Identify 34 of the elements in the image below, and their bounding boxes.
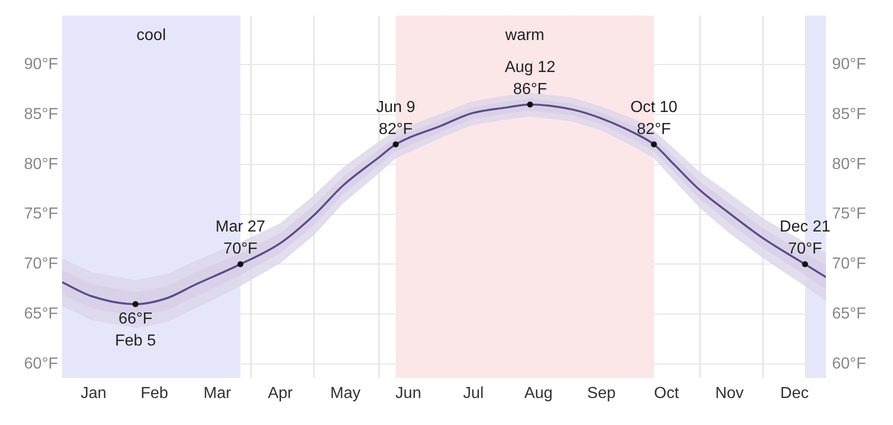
y-tick-label: 65°F [24, 306, 58, 323]
band-label: warm [504, 27, 544, 44]
x-tick-label: Mar [204, 385, 232, 402]
y-tick-label: 80°F [24, 156, 58, 173]
y2-tick-label: 85°F [832, 106, 866, 123]
x-tick-label: Apr [268, 385, 294, 402]
y-tick-label: 85°F [24, 106, 58, 123]
annotation: Mar 27 70°F [216, 218, 266, 258]
x-tick-label: Jun [395, 385, 422, 402]
x-tick-label: Dec [780, 385, 809, 402]
y2-tick-label: 90°F [832, 56, 866, 73]
x-tick-label: Feb [140, 385, 168, 402]
y-tick-label: 70°F [24, 256, 58, 273]
x-tick-label: Jan [80, 385, 106, 402]
y2-tick-label: 60°F [832, 355, 866, 372]
y2-tick-label: 65°F [832, 306, 866, 323]
x-tick-label: Jul [463, 385, 484, 402]
band-label: cool [136, 27, 166, 44]
annotation: Dec 21 70°F [780, 218, 830, 258]
x-tick-label: May [330, 385, 360, 402]
annotation: Jun 9 82°F [376, 98, 416, 138]
x-tick-label: Nov [715, 385, 744, 402]
y2-tick-label: 75°F [832, 206, 866, 223]
annotation: Oct 10 82°F [630, 98, 678, 138]
y2-tick-label: 70°F [832, 256, 866, 273]
x-tick-label: Aug [524, 385, 553, 402]
annotation: 66°F Feb 5 [115, 310, 156, 350]
y2-tick-label: 80°F [832, 156, 866, 173]
y-tick-label: 90°F [24, 56, 58, 73]
y-tick-label: 75°F [24, 206, 58, 223]
x-tick-label: Sep [587, 385, 616, 402]
x-tick-label: Oct [654, 385, 680, 402]
annotation: Aug 12 86°F [504, 58, 556, 98]
y-tick-label: 60°F [24, 355, 58, 372]
